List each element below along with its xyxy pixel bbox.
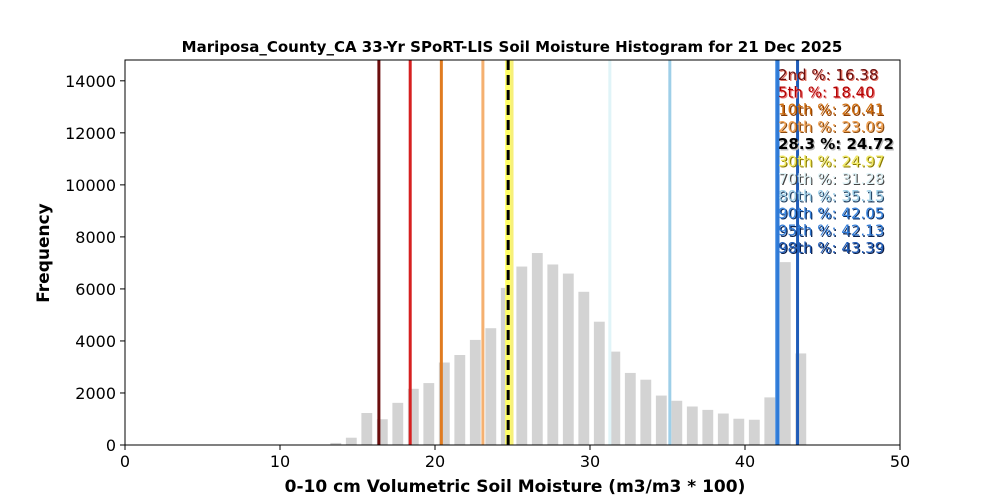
histogram-bar [547,264,559,445]
histogram-bar [655,395,667,445]
histogram-bar [376,419,388,445]
histogram-bar [671,400,683,445]
y-axis-ticks: 0 2000 4000 6000 8000 10000 12000 14000 [65,72,125,455]
histogram-bar [345,437,357,445]
histogram-bar [733,418,745,445]
histogram-bar [779,262,791,445]
x-tick-label: 50 [890,452,910,471]
histogram-bar [717,413,729,445]
legend-entry-text: 95th %: 42.13 [778,222,884,240]
legend-entry-text: 80th %: 35.15 [778,187,884,205]
legend-entry-shadow: 90th %: 42.05 [779,206,885,224]
legend-entry-shadow: 95th %: 42.13 [779,223,885,241]
histogram-bar [748,419,760,445]
y-tick-label: 4000 [75,332,116,351]
histogram-bar [469,339,481,445]
legend-entry-text: 2nd %: 16.38 [778,66,878,84]
histogram-bar [438,362,450,445]
histogram-bar [330,442,342,445]
histogram-bar [454,354,466,445]
histogram-bar [392,402,404,445]
legend-entry-text: 98th %: 43.39 [778,239,884,257]
histogram-bar [423,383,435,445]
y-tick-label: 10000 [65,176,116,195]
histogram-bar [562,273,574,445]
histogram-bar [578,291,590,445]
y-tick-label: 14000 [65,72,116,91]
legend-entry-shadow: 80th %: 35.15 [779,188,885,206]
histogram-bar [593,321,605,445]
y-tick-label: 6000 [75,280,116,299]
histogram-bar [361,413,373,445]
histogram-bar [624,372,636,445]
legend-entry-shadow: 30th %: 24.97 [779,154,885,172]
histogram-bars [330,253,807,445]
legend-entry-text: 5th %: 18.40 [778,83,875,101]
y-tick-label: 2000 [75,384,116,403]
legend-entry-text: 10th %: 20.41 [778,101,884,119]
legend-entry-text: 70th %: 31.28 [778,170,884,188]
x-tick-label: 40 [735,452,755,471]
legend-entry-shadow: 5th %: 18.40 [779,85,876,103]
histogram-bar [531,253,543,445]
legend-entry-text: 28.3 %: 24.72 [778,135,894,153]
histogram-bar [485,328,497,445]
legend-entry-text: 90th %: 42.05 [778,204,884,222]
histogram-bar [764,397,776,445]
histogram-bar [795,353,807,445]
x-axis-ticks: 0 10 20 30 40 50 [120,445,910,471]
legend-entry-shadow: 28.3 %: 24.72 [779,136,895,154]
histogram-bar [407,388,419,445]
legend-entry-shadow: 2nd %: 16.38 [779,67,879,85]
x-tick-label: 30 [580,452,600,471]
histogram-bar [702,409,714,445]
histogram-bar [686,406,698,445]
chart-title: Mariposa_County_CA 33-Yr SPoRT-LIS Soil … [182,38,843,56]
legend-entry-shadow: 98th %: 43.39 [779,240,885,258]
y-axis-label: Frequency [34,203,54,303]
legend-entry-shadow: 70th %: 31.28 [779,171,885,189]
percentile-lines [377,60,800,445]
x-axis-label: 0-10 cm Volumetric Soil Moisture (m3/m3 … [285,477,746,497]
x-tick-label: 0 [120,452,130,471]
histogram-bar [640,379,652,445]
y-tick-label: 12000 [65,124,116,143]
y-tick-label: 0 [106,436,116,455]
histogram-bar [516,266,528,445]
legend-entry-shadow: 20th %: 23.09 [779,119,885,137]
x-tick-label: 20 [425,452,445,471]
y-tick-label: 8000 [75,228,116,247]
legend-entry-text: 30th %: 24.97 [778,153,884,171]
legend-entry-shadow: 10th %: 20.41 [779,102,885,120]
plot-frame [124,59,901,446]
histogram-bar [609,351,621,445]
legend-entry-text: 20th %: 23.09 [778,118,884,136]
x-tick-label: 10 [270,452,290,471]
plot-axes [124,59,901,446]
